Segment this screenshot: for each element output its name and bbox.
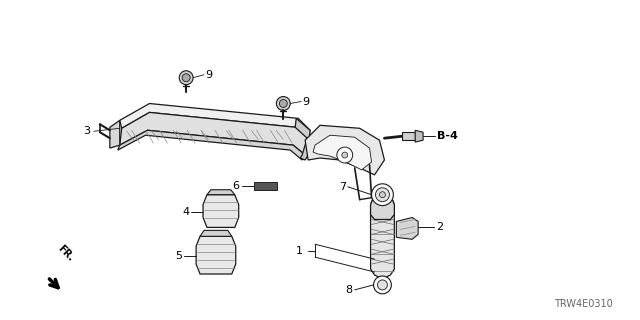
Circle shape [179, 71, 193, 85]
Circle shape [376, 188, 389, 202]
Polygon shape [305, 125, 385, 175]
Text: 1: 1 [296, 246, 303, 256]
Circle shape [342, 152, 348, 158]
Circle shape [279, 100, 287, 108]
Polygon shape [415, 130, 423, 142]
Text: 4: 4 [182, 206, 189, 217]
Polygon shape [253, 182, 277, 190]
Text: TRW4E0310: TRW4E0310 [554, 299, 612, 309]
Polygon shape [203, 195, 239, 228]
Polygon shape [120, 112, 308, 155]
Text: 7: 7 [339, 182, 346, 192]
Text: 5: 5 [175, 251, 182, 261]
Polygon shape [371, 200, 394, 277]
Polygon shape [196, 236, 236, 274]
Polygon shape [403, 132, 415, 140]
Circle shape [182, 74, 190, 82]
Polygon shape [313, 135, 372, 170]
Text: FR.: FR. [55, 243, 75, 263]
Circle shape [372, 184, 394, 206]
Polygon shape [110, 120, 120, 148]
Polygon shape [295, 118, 310, 160]
Circle shape [337, 147, 353, 163]
Text: 6: 6 [233, 181, 240, 191]
Polygon shape [118, 130, 305, 160]
Polygon shape [200, 230, 232, 236]
Circle shape [276, 97, 291, 110]
Circle shape [374, 276, 392, 294]
Polygon shape [371, 200, 394, 220]
Polygon shape [120, 103, 310, 138]
Text: 9: 9 [205, 70, 212, 80]
Text: 2: 2 [436, 222, 443, 232]
Circle shape [380, 192, 385, 198]
Text: B-4: B-4 [437, 131, 458, 141]
Text: 9: 9 [302, 97, 309, 107]
Polygon shape [396, 218, 418, 239]
Text: 8: 8 [346, 285, 353, 295]
Polygon shape [207, 190, 235, 195]
Circle shape [378, 280, 387, 290]
Text: 3: 3 [83, 126, 90, 136]
